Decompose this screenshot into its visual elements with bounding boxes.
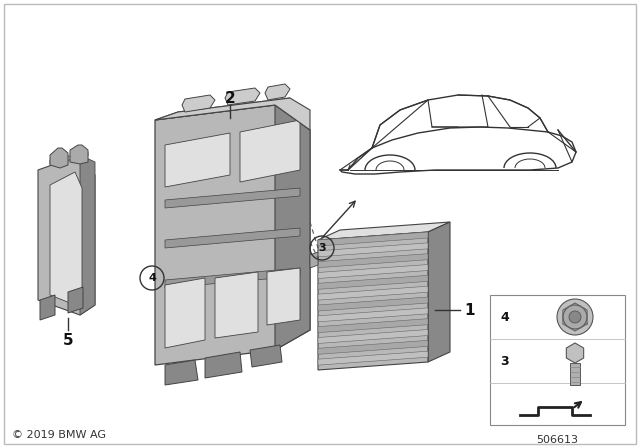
Text: 2: 2 (225, 90, 236, 105)
Polygon shape (155, 105, 310, 365)
Polygon shape (318, 329, 428, 344)
Polygon shape (267, 268, 300, 325)
Polygon shape (182, 95, 215, 112)
Polygon shape (40, 295, 55, 320)
Polygon shape (318, 297, 428, 311)
Polygon shape (250, 345, 282, 367)
Polygon shape (165, 360, 198, 385)
Polygon shape (318, 222, 450, 240)
Text: 4: 4 (148, 273, 156, 283)
Polygon shape (38, 155, 95, 315)
Polygon shape (80, 155, 95, 315)
Polygon shape (318, 308, 428, 322)
Polygon shape (318, 243, 428, 257)
Polygon shape (566, 343, 584, 363)
Polygon shape (240, 120, 300, 182)
Polygon shape (428, 222, 450, 362)
Polygon shape (318, 254, 428, 267)
Text: 3: 3 (500, 354, 509, 367)
Text: © 2019 BMW AG: © 2019 BMW AG (12, 430, 106, 440)
Polygon shape (318, 351, 428, 365)
Circle shape (569, 311, 581, 323)
Polygon shape (165, 133, 230, 187)
Polygon shape (318, 276, 428, 289)
Text: 5: 5 (63, 332, 74, 348)
Polygon shape (318, 264, 428, 279)
Polygon shape (50, 172, 82, 305)
Polygon shape (165, 278, 205, 348)
Polygon shape (70, 145, 88, 164)
Polygon shape (50, 148, 68, 168)
Text: 3: 3 (318, 243, 326, 253)
Polygon shape (215, 272, 258, 338)
Polygon shape (155, 98, 290, 120)
Circle shape (557, 299, 593, 335)
Polygon shape (50, 152, 88, 164)
Circle shape (563, 305, 587, 329)
Polygon shape (155, 98, 310, 130)
Polygon shape (165, 228, 300, 248)
Polygon shape (225, 88, 260, 105)
Polygon shape (275, 105, 310, 350)
Polygon shape (165, 268, 300, 288)
Bar (570, 363, 580, 385)
Text: 4: 4 (500, 310, 509, 323)
Polygon shape (318, 232, 428, 246)
Polygon shape (318, 340, 428, 354)
Polygon shape (310, 252, 318, 268)
Polygon shape (165, 188, 300, 208)
Polygon shape (205, 352, 242, 378)
Polygon shape (68, 287, 83, 313)
Polygon shape (265, 84, 290, 100)
Polygon shape (318, 319, 428, 333)
Text: 1: 1 (465, 302, 476, 318)
Polygon shape (318, 286, 428, 300)
Bar (490, 295, 625, 425)
Polygon shape (318, 232, 428, 370)
Text: 506613: 506613 (536, 435, 579, 445)
